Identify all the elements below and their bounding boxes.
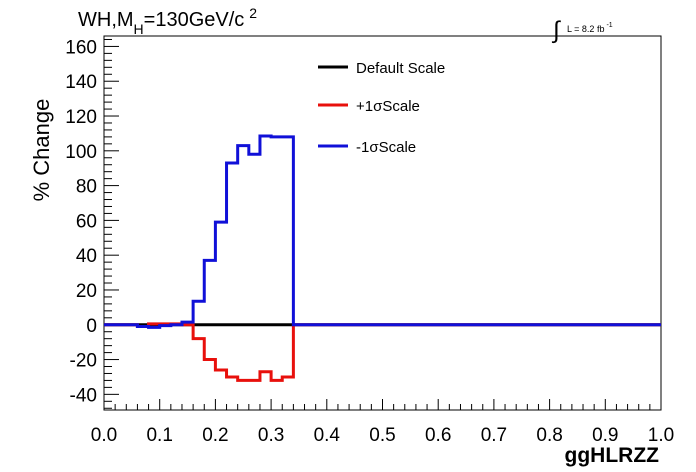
y-tick-label: -40 <box>70 385 97 406</box>
x-tick-label: 0.9 <box>592 425 618 446</box>
x-tick-label: 0.5 <box>369 425 395 446</box>
legend-label-plus: +1σScale <box>356 98 420 115</box>
legend: Default Scale +1σScale -1σScale <box>318 60 445 156</box>
x-tick-label: 0.3 <box>258 425 284 446</box>
x-tick-label: 0.2 <box>202 425 228 446</box>
x-tick-label: 0.8 <box>536 425 562 446</box>
x-tick-label: 0.7 <box>481 425 507 446</box>
x-tick-label: 0.0 <box>91 425 117 446</box>
x-tick-label: 1.0 <box>648 425 674 446</box>
y-tick-label: -20 <box>70 351 97 372</box>
y-tick-label: 160 <box>65 37 97 58</box>
series-line-plus <box>104 322 661 382</box>
y-tick-label: 0 <box>86 316 97 337</box>
lumi-label: L = 8.2 fb -1 <box>567 22 613 34</box>
y-tick-label: 40 <box>76 246 97 267</box>
y-tick-label: 60 <box>76 211 97 232</box>
x-tick-label: 0.6 <box>425 425 451 446</box>
axes: 0.0 0.1 0.2 0.3 0.4 0.5 0.6 0.7 0.8 0.9 1.0 -40 -20 0… <box>65 37 674 446</box>
y-tick-label: 100 <box>65 142 97 163</box>
x-axis-label: ggHLRZZ <box>565 444 660 467</box>
y-tick-label: 140 <box>65 72 97 93</box>
lumi-integral-symbol: ∫ <box>551 17 561 44</box>
chart-title: WH,MH=130GeV/c 2 <box>78 5 257 37</box>
series-line-minus <box>104 134 661 329</box>
legend-label-default: Default Scale <box>356 60 445 77</box>
y-axis-label: % Change <box>29 99 54 202</box>
series-group <box>104 134 661 382</box>
legend-label-minus: -1σScale <box>356 139 416 156</box>
x-tick-label: 0.4 <box>314 425 341 446</box>
y-tick-label: 120 <box>65 107 97 128</box>
x-tick-label: 0.1 <box>146 425 172 446</box>
y-tick-label: 20 <box>76 281 97 302</box>
y-tick-label: 80 <box>76 177 97 198</box>
